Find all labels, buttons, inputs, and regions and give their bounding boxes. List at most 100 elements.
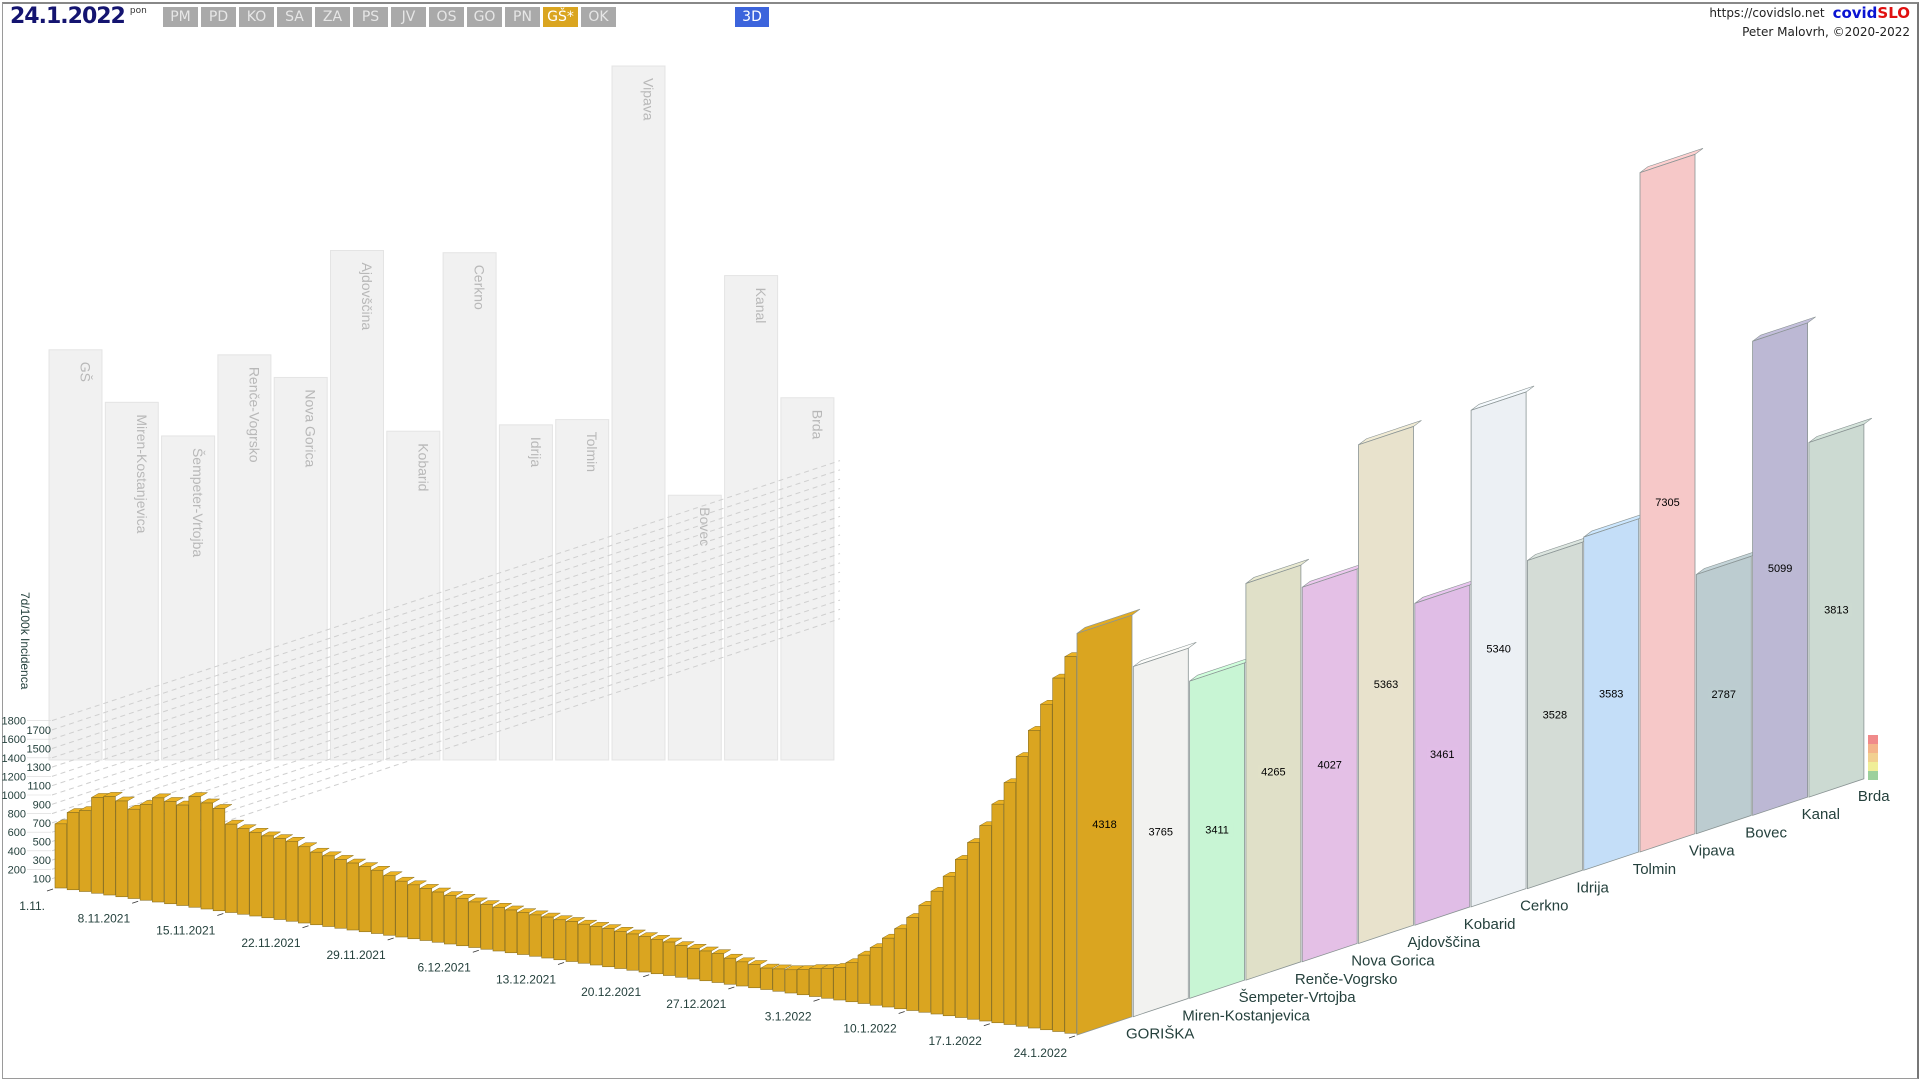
front-series-bar	[918, 904, 931, 1013]
brand-logo: covidSLO	[1833, 4, 1910, 22]
region-value-label: 5363	[1374, 679, 1398, 691]
region-buttons: PM PD KO SA ZA PS JV OS GO PN GŠ* OK	[163, 7, 616, 27]
front-series-bar	[821, 968, 834, 999]
front-series-bar-top	[297, 842, 318, 847]
front-series-bar-top	[333, 855, 355, 860]
x-tick	[983, 1023, 990, 1027]
region-value-label: 3813	[1824, 605, 1848, 617]
region-value-label: 4318	[1092, 819, 1116, 831]
front-series-bar	[456, 898, 469, 947]
front-series-bar-top	[114, 796, 136, 802]
front-series-bar	[553, 919, 566, 961]
region-button-5[interactable]: PS	[353, 7, 388, 27]
value-label-bg	[1426, 747, 1459, 762]
value-label-bg	[1201, 822, 1234, 837]
front-series-bar	[334, 859, 347, 929]
front-series-bar-top	[723, 953, 744, 959]
value-label-bg	[1257, 764, 1290, 779]
region-button-10[interactable]: GŠ*	[543, 7, 578, 27]
value-label-bg	[1764, 561, 1797, 576]
front-series-bar	[517, 912, 530, 955]
wall-column	[442, 252, 497, 761]
legend-color-swatch	[1868, 735, 1878, 744]
region-button-7[interactable]: OS	[429, 7, 464, 27]
region-button-4[interactable]: ZA	[315, 7, 350, 27]
region-value-label: 3583	[1599, 689, 1623, 701]
front-series-bar	[358, 866, 372, 933]
region-button-6[interactable]: JV	[391, 7, 426, 27]
gridline	[51, 571, 841, 833]
region-button-0[interactable]: PM	[163, 7, 198, 27]
gridline	[51, 581, 841, 842]
region-value-label: 5340	[1486, 643, 1510, 655]
legend-color-swatch	[1868, 762, 1878, 771]
region-value-label: 4265	[1261, 767, 1285, 779]
front-series-bar-top	[686, 944, 708, 949]
region-value-label: 4027	[1317, 759, 1341, 771]
region-button-3[interactable]: SA	[277, 7, 312, 27]
x-tick-label: 3.1.2022	[765, 1009, 812, 1023]
front-series-bar	[103, 796, 116, 896]
front-series-bar	[906, 917, 919, 1011]
front-series-bar-top	[455, 894, 477, 899]
front-series-bar-top	[516, 908, 537, 913]
front-series-bar-top	[504, 905, 525, 911]
day-of-week: pon	[129, 6, 147, 16]
value-label-bg	[1538, 707, 1571, 722]
front-series-bar	[200, 802, 213, 910]
wall-column	[217, 354, 272, 761]
x-tick	[472, 949, 479, 953]
front-series-bar	[845, 962, 858, 1003]
wall-label: Nova Gorica	[303, 389, 319, 467]
x-tick	[46, 888, 54, 892]
x-tick	[217, 913, 224, 916]
gridline	[51, 515, 841, 777]
gridline	[51, 478, 841, 740]
wall-column	[273, 376, 328, 761]
front-series-bar	[468, 901, 481, 948]
wall-label: Renče-Vogrsko	[246, 367, 262, 463]
wall-label: Ajdovščina	[359, 263, 375, 331]
wall-label: Šempeter-Vrtojba	[190, 448, 206, 557]
front-series-bar	[882, 937, 895, 1008]
gridline	[51, 562, 841, 824]
region-button-8[interactable]: GO	[467, 7, 502, 27]
x-tick-label: 17.1.2022	[928, 1034, 982, 1048]
region-button-11[interactable]: OK	[581, 7, 616, 27]
front-series-bar-top	[711, 949, 732, 954]
y-tick-label: 1200	[2, 771, 26, 783]
front-series-bar	[711, 953, 724, 983]
front-series-bar-top	[431, 887, 452, 893]
front-series-bar-top	[638, 932, 659, 937]
front-series-bar	[237, 828, 250, 915]
region-button-9[interactable]: PN	[505, 7, 540, 27]
value-label-bg	[1313, 757, 1346, 772]
x-tick	[1068, 1035, 1076, 1039]
y-tick-label: 1800	[2, 716, 26, 728]
x-tick-label: 10.1.2022	[843, 1022, 897, 1036]
wall-label: Tolmin	[584, 432, 600, 472]
front-series-bar	[614, 930, 627, 969]
front-series-bar	[772, 968, 785, 992]
value-label-bg	[1651, 495, 1684, 510]
region-button-1[interactable]: PD	[201, 7, 236, 27]
wall-label: Kobarid	[415, 443, 431, 491]
front-series-bar	[383, 875, 396, 936]
region-label: Renče-Vogrsko	[1295, 971, 1398, 988]
front-series-bar-top	[479, 900, 501, 905]
region-label: Šempeter-Vrtojba	[1239, 989, 1357, 1006]
front-series-bar	[176, 804, 189, 906]
legend-color-swatch	[1868, 753, 1878, 762]
region-value-label: 3528	[1543, 709, 1567, 721]
view-3d-button[interactable]: 3D	[735, 7, 769, 27]
site-url[interactable]: https://covidslo.net	[1709, 6, 1825, 20]
front-series-bar	[529, 914, 542, 957]
x-tick	[813, 998, 820, 1002]
front-series-bar-top	[443, 891, 464, 896]
region-button-2[interactable]: KO	[239, 7, 274, 27]
front-series-bar	[894, 928, 907, 1010]
front-series-bar	[736, 961, 749, 987]
front-series-bar	[760, 967, 773, 990]
y-tick-label: 1000	[2, 790, 26, 802]
